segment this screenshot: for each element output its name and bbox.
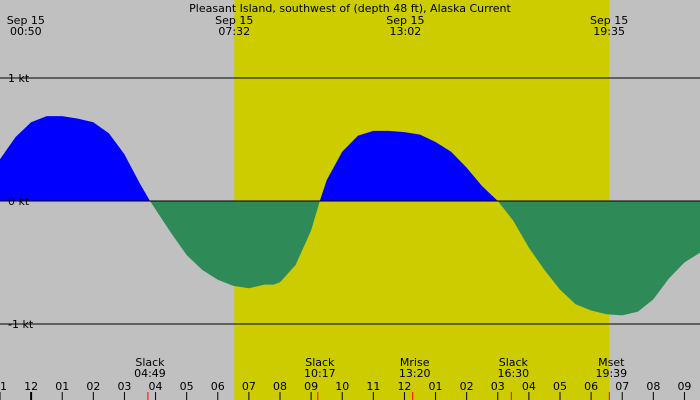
x-tick-label: 01 — [429, 380, 443, 393]
top-event-date: Sep 15 — [386, 14, 424, 27]
bottom-event-time: 13:20 — [399, 367, 431, 380]
x-tick-label: 12 — [24, 380, 38, 393]
top-event-time: 19:35 — [593, 25, 625, 38]
x-tick-label: 08 — [273, 380, 287, 393]
x-tick-label: 09 — [304, 380, 318, 393]
x-tick-label: 07 — [615, 380, 629, 393]
x-tick-label: 11 — [0, 380, 7, 393]
bottom-event-time: 04:49 — [134, 367, 166, 380]
top-event-date: Sep 15 — [215, 14, 253, 27]
bottom-event-time: 16:30 — [497, 367, 529, 380]
x-tick-label: 03 — [117, 380, 131, 393]
bottom-event-label: Slack — [305, 356, 335, 369]
x-tick-label: 04 — [149, 380, 163, 393]
x-tick-label: 05 — [553, 380, 567, 393]
bottom-event-label: Slack — [499, 356, 529, 369]
x-axis: 11 12 01 02 03 04 05 06 07 08 09 10 11 12 01 02 03 04 05 06… — [0, 380, 691, 400]
y-gridlines: 1 kt 0 kt -1 kt — [0, 72, 700, 331]
x-tick-label: 09 — [677, 380, 691, 393]
bottom-event-label: Mset — [598, 356, 625, 369]
chart-title: Pleasant Island, southwest of (depth 48 … — [189, 2, 511, 15]
top-event-time: 00:50 — [10, 25, 42, 38]
x-tick-label: 03 — [491, 380, 505, 393]
x-tick-label: 05 — [180, 380, 194, 393]
flood-area — [0, 116, 700, 201]
x-tick-label: 02 — [86, 380, 100, 393]
bottom-event-time: 19:39 — [595, 367, 627, 380]
top-event-time: 07:32 — [218, 25, 250, 38]
bottom-event-label: Slack — [135, 356, 165, 369]
x-tick-label: 12 — [397, 380, 411, 393]
bottom-event-time: 10:17 — [304, 367, 336, 380]
x-tick-label: 06 — [211, 380, 225, 393]
x-tick-label: 04 — [522, 380, 536, 393]
ebb-area — [0, 201, 700, 316]
y-tick-label: 1 kt — [8, 72, 30, 85]
x-tick-label: 07 — [242, 380, 256, 393]
bottom-event-label: Mrise — [400, 356, 430, 369]
top-event-date: Sep 15 — [590, 14, 628, 27]
x-tick-label: 10 — [335, 380, 349, 393]
x-tick-label: 02 — [460, 380, 474, 393]
x-tick-label: 08 — [646, 380, 660, 393]
bottom-events: Slack04:49Slack10:17Mrise13:20Slack16:30… — [134, 356, 627, 380]
top-event-time: 13:02 — [390, 25, 422, 38]
y-tick-label: -1 kt — [8, 318, 34, 331]
x-tick-label: 01 — [55, 380, 69, 393]
top-event-date: Sep 15 — [7, 14, 45, 27]
y-tick-label: 0 kt — [8, 195, 30, 208]
x-tick-label: 06 — [584, 380, 598, 393]
x-tick-label: 11 — [366, 380, 380, 393]
